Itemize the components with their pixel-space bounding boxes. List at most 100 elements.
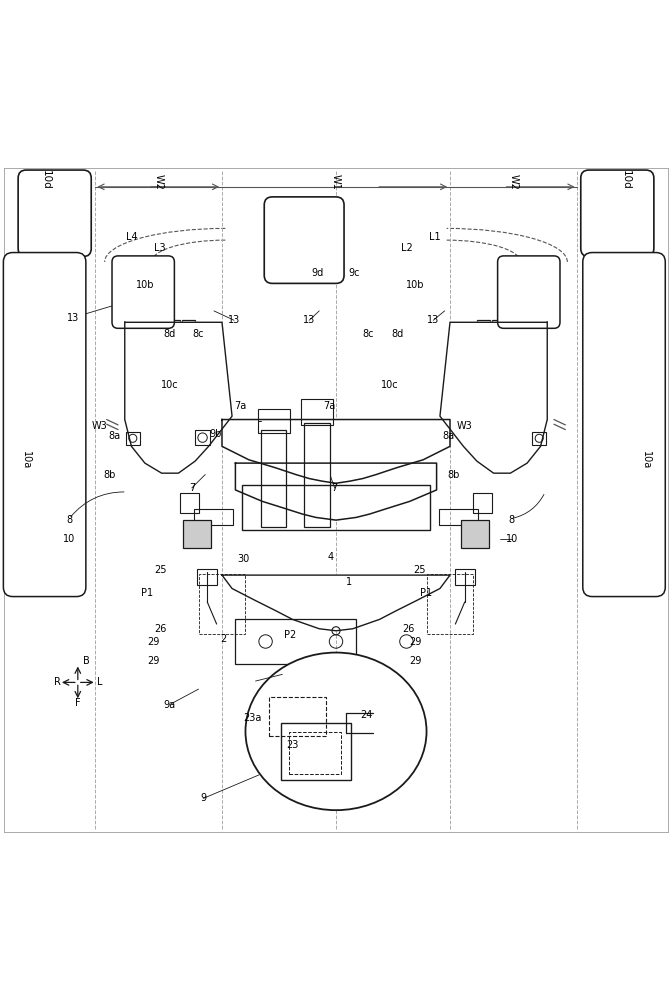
Text: 1: 1 (346, 577, 353, 587)
Text: 8c: 8c (193, 329, 204, 339)
Text: 10d: 10d (41, 170, 51, 189)
Polygon shape (440, 322, 547, 473)
Text: 9a: 9a (163, 700, 176, 710)
FancyBboxPatch shape (498, 256, 560, 328)
Text: 8b: 8b (447, 470, 460, 480)
Bar (198, 574, 245, 634)
Bar (281, 723, 351, 780)
Bar (181, 320, 195, 347)
Polygon shape (125, 322, 232, 473)
Bar (439, 509, 478, 525)
Text: 8: 8 (509, 515, 515, 525)
Text: 7: 7 (331, 483, 338, 493)
Text: 13: 13 (67, 313, 79, 323)
Text: B: B (83, 656, 90, 666)
Text: 29: 29 (409, 637, 421, 647)
Text: 10a: 10a (22, 451, 31, 469)
Text: L2: L2 (401, 243, 413, 253)
Text: P2: P2 (284, 630, 296, 640)
Text: W1: W1 (331, 174, 341, 190)
Text: L4: L4 (126, 232, 137, 242)
Text: 10c: 10c (161, 380, 179, 390)
Text: 10d: 10d (621, 170, 631, 189)
Text: 29: 29 (147, 656, 160, 666)
Text: 7a: 7a (235, 401, 247, 411)
Text: L1: L1 (429, 232, 441, 242)
Text: L: L (97, 677, 103, 687)
Text: F: F (75, 698, 81, 708)
Bar (196, 569, 216, 585)
Text: 8d: 8d (391, 329, 403, 339)
Text: 7a: 7a (323, 401, 335, 411)
Text: 23a: 23a (243, 713, 261, 723)
Text: 10a: 10a (641, 451, 650, 469)
Text: R: R (54, 677, 61, 687)
Text: 29: 29 (409, 656, 421, 666)
Bar (532, 432, 546, 445)
FancyBboxPatch shape (3, 253, 86, 597)
Polygon shape (235, 463, 437, 520)
Text: 8a: 8a (443, 431, 455, 441)
FancyBboxPatch shape (581, 170, 654, 257)
Text: P1: P1 (421, 588, 433, 598)
Text: 30: 30 (237, 554, 249, 564)
Bar (235, 619, 356, 664)
Bar (242, 485, 430, 530)
Text: 23: 23 (286, 740, 298, 750)
Bar (126, 432, 140, 445)
Bar (194, 509, 233, 525)
Bar (183, 520, 211, 548)
Text: 9d: 9d (312, 268, 324, 278)
Text: 10b: 10b (406, 280, 425, 290)
Polygon shape (222, 575, 450, 631)
Text: W2: W2 (509, 174, 519, 190)
FancyBboxPatch shape (18, 170, 91, 257)
Bar (138, 389, 163, 413)
Text: 24: 24 (360, 710, 372, 720)
Text: 10b: 10b (136, 280, 154, 290)
Text: 4: 4 (327, 552, 334, 562)
Text: L3: L3 (155, 243, 166, 253)
Text: 8c: 8c (362, 329, 374, 339)
Text: 2: 2 (220, 634, 226, 644)
Bar (492, 320, 505, 347)
Text: 7: 7 (189, 483, 195, 493)
Bar (138, 347, 163, 371)
Text: 26: 26 (403, 624, 415, 634)
Text: 10c: 10c (381, 380, 398, 390)
FancyBboxPatch shape (583, 253, 665, 597)
Bar (269, 697, 326, 736)
Bar (477, 320, 491, 347)
Text: 9: 9 (200, 793, 206, 803)
Text: 13: 13 (228, 315, 240, 325)
Text: 25: 25 (413, 565, 426, 575)
Bar (473, 493, 492, 513)
Text: 8d: 8d (163, 329, 176, 339)
Text: 10: 10 (505, 534, 518, 544)
Text: 29: 29 (147, 637, 160, 647)
Bar (456, 569, 476, 585)
Bar (195, 430, 210, 445)
Text: 8: 8 (66, 515, 72, 525)
Bar (461, 520, 489, 548)
Text: 26: 26 (154, 624, 167, 634)
FancyBboxPatch shape (112, 256, 174, 328)
Polygon shape (222, 420, 450, 483)
Bar (509, 389, 534, 413)
Bar (257, 409, 290, 433)
Text: P1: P1 (141, 588, 153, 598)
Bar (301, 399, 333, 425)
Text: W2: W2 (153, 174, 163, 190)
Text: W3: W3 (457, 421, 472, 431)
Bar (180, 493, 199, 513)
FancyBboxPatch shape (264, 197, 344, 283)
Ellipse shape (245, 653, 427, 810)
Text: 10: 10 (63, 534, 75, 544)
Bar (167, 320, 180, 347)
Text: 8a: 8a (109, 431, 121, 441)
Text: 13: 13 (303, 315, 315, 325)
Text: 25: 25 (154, 565, 167, 575)
Bar (427, 574, 474, 634)
Text: 9c: 9c (348, 268, 360, 278)
Bar (289, 732, 341, 774)
